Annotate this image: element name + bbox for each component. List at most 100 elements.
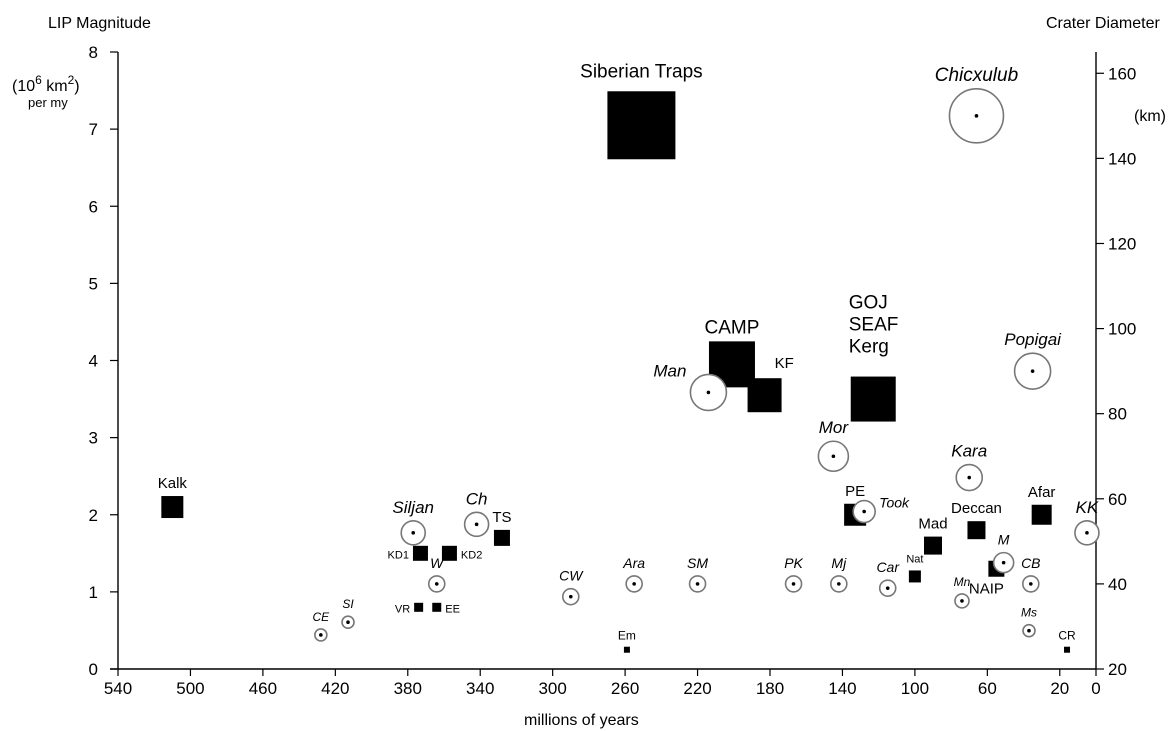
lip-label: TS	[492, 509, 511, 526]
x-tick-label: 460	[249, 679, 277, 698]
crater-label: PK	[784, 555, 803, 571]
crater-label: Mor	[819, 418, 850, 437]
x-tick-label: 540	[104, 679, 132, 698]
x-tick-label: 140	[828, 679, 856, 698]
lip-marker	[908, 570, 921, 583]
y-left-tick-label: 7	[89, 120, 98, 139]
y-left-tick-label: 6	[89, 197, 98, 216]
crater-center	[837, 582, 841, 586]
x-tick-label: 180	[756, 679, 784, 698]
crater-center	[831, 454, 836, 459]
lip-marker	[607, 91, 676, 160]
crater-label: Popigai	[1004, 330, 1062, 349]
y-right-tick-label: 140	[1108, 149, 1136, 168]
ticks-layer: 540 500 460 420 380 340 300 260 220 180 140 100 60 20…	[89, 43, 1137, 698]
crater-center	[474, 522, 479, 527]
y-left-tick-label: 2	[89, 506, 98, 525]
lip-label: NAIP	[969, 581, 1004, 598]
y-right-axis-title: Crater Diameter	[1046, 15, 1160, 32]
lip-marker	[432, 602, 442, 612]
crater-center	[967, 475, 972, 480]
lip-label: Deccan	[951, 500, 1002, 517]
y-left-tick-label: 3	[89, 429, 98, 448]
x-tick-label: 220	[683, 679, 711, 698]
lip-marker	[161, 496, 184, 519]
crater-label: Took	[879, 495, 910, 511]
crater-label: Mn	[954, 575, 971, 589]
x-tick-label: 500	[176, 679, 204, 698]
lip-marker	[623, 646, 630, 653]
lip-label: CAMP	[705, 317, 760, 338]
crater-center	[1027, 628, 1031, 633]
crater-center	[319, 633, 323, 637]
crater-label: W	[430, 555, 445, 571]
crater-center	[974, 114, 979, 118]
crater-label: KK	[1076, 498, 1099, 517]
lip-label: EE	[445, 603, 460, 615]
crater-label: CW	[559, 568, 584, 584]
lip-label: Afar	[1028, 484, 1056, 501]
crater-label: Man	[653, 361, 686, 380]
x-tick-label: 20	[1050, 679, 1069, 698]
y-right-tick-label: 120	[1108, 234, 1136, 253]
crater-label: Ara	[622, 555, 645, 571]
lip-marker	[850, 376, 896, 422]
crater-center	[885, 586, 890, 590]
y-left-tick-label: 8	[89, 43, 98, 62]
crater-center	[1001, 560, 1006, 565]
crater-center	[791, 582, 796, 586]
lip-marker	[441, 545, 457, 561]
y-left-unit-sup-2: 2	[68, 73, 75, 87]
y-left-tick-label: 4	[89, 352, 98, 371]
lip-label: GOJ SEAF Kerg	[849, 293, 899, 358]
y-left-axis-unit-line2: per my	[28, 95, 68, 110]
crater-center	[960, 599, 964, 603]
crater-label: Siljan	[392, 498, 434, 517]
crater-center	[1029, 582, 1033, 586]
crater-label: SI	[342, 597, 354, 611]
crater-center	[568, 594, 573, 599]
y-right-tick-label: 20	[1108, 660, 1127, 679]
y-left-axis-title: LIP Magnitude	[48, 15, 151, 32]
crater-center	[411, 531, 416, 535]
x-axis-title: millions of years	[524, 712, 639, 729]
x-tick-label: 380	[394, 679, 422, 698]
x-tick-label: 100	[901, 679, 929, 698]
crater-label: Ch	[466, 489, 488, 508]
lip-label: Kalk	[158, 475, 188, 492]
lip-label-line: Kerg	[849, 337, 889, 358]
lip-label: KF	[775, 355, 794, 372]
lip-label-line: SEAF	[849, 315, 899, 336]
y-left-tick-label: 0	[89, 660, 98, 679]
crater-center	[695, 582, 700, 586]
crater-center	[862, 509, 866, 514]
lip-marker	[1031, 504, 1052, 525]
crater-label: SM	[687, 555, 708, 571]
crater-center	[434, 582, 439, 586]
y-right-axis-unit: (km)	[1134, 108, 1166, 125]
lip-label: VR	[395, 603, 410, 615]
lip-marker	[967, 521, 986, 540]
lip-marker	[1064, 646, 1071, 653]
x-tick-label: 300	[538, 679, 566, 698]
y-right-tick-label: 80	[1108, 405, 1127, 424]
lip-label: KD2	[461, 549, 482, 561]
lip-marker	[412, 545, 428, 561]
y-right-tick-label: 40	[1108, 575, 1127, 594]
lip-marker	[493, 529, 510, 546]
lip-label: Siberian Traps	[580, 61, 703, 82]
lip-label: CR	[1058, 629, 1076, 643]
x-tick-label: 60	[978, 679, 997, 698]
lip-marker	[747, 378, 782, 413]
lip-label-line: GOJ	[849, 293, 888, 314]
crater-label: M	[998, 532, 1010, 548]
y-right-tick-label: 100	[1108, 320, 1136, 339]
crater-center	[632, 582, 636, 586]
crater-label: CB	[1021, 555, 1040, 571]
crater-label: Chicxulub	[935, 65, 1018, 86]
crater-center	[706, 390, 711, 395]
lip-label: Nat	[906, 553, 923, 565]
y-left-unit-part-3: )	[74, 78, 79, 95]
y-right-tick-label: 60	[1108, 490, 1127, 509]
x-tick-label: 340	[466, 679, 494, 698]
